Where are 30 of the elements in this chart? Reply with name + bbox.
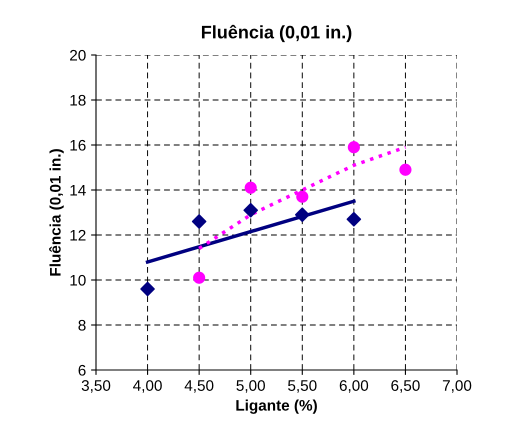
x-tick-label: 6,00 bbox=[340, 380, 368, 393]
point bbox=[295, 207, 310, 222]
x-tick-label: 5,50 bbox=[288, 380, 317, 393]
point bbox=[346, 212, 362, 227]
y-tick-label: 20 bbox=[70, 50, 86, 61]
line-series bbox=[197, 146, 408, 250]
y-tick-label: 18 bbox=[70, 94, 86, 106]
point bbox=[244, 182, 257, 194]
chart-title: Fluência (0,01 in.) bbox=[202, 24, 352, 42]
point bbox=[193, 272, 206, 284]
point bbox=[140, 282, 155, 296]
point bbox=[348, 141, 360, 154]
x-axis-title: Ligante (%) bbox=[236, 400, 317, 414]
x-tick-label: 4,00 bbox=[133, 380, 162, 393]
y-tick-label: 8 bbox=[78, 320, 86, 331]
y-tick-label: 16 bbox=[70, 140, 86, 151]
x-tick-label: 3,50 bbox=[82, 380, 110, 393]
y-tick-label: 10 bbox=[70, 274, 86, 286]
y-tick-label: 14 bbox=[70, 185, 86, 196]
y-axis-title: Fluência (0,01 in.) bbox=[49, 149, 64, 276]
y-tick-label: 12 bbox=[70, 230, 86, 241]
point bbox=[192, 214, 206, 229]
x-tick-label: 7,00 bbox=[442, 380, 472, 393]
point bbox=[296, 190, 308, 203]
point bbox=[243, 202, 258, 218]
point bbox=[399, 164, 412, 176]
x-tick-label: 6,50 bbox=[391, 380, 420, 393]
x-tick-label: 4,50 bbox=[184, 380, 214, 393]
x-tick-label: 5,00 bbox=[236, 380, 265, 393]
y-tick-label: 6 bbox=[78, 364, 86, 376]
